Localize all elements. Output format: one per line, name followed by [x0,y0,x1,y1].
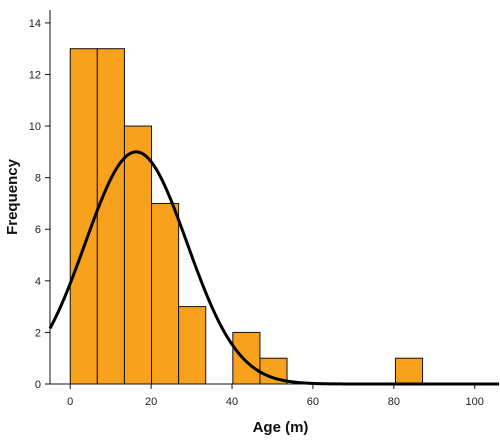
y-tick-label-6: 12 [29,69,41,81]
y-tick-label-1: 2 [35,327,41,339]
histogram-bar-5 [232,331,261,385]
histogram-bar-1 [96,48,125,385]
y-tick-label-7: 14 [29,18,41,30]
histogram-bar-0 [69,48,98,385]
y-tick-label-0: 0 [35,379,41,391]
histogram-bar-4 [178,306,207,385]
histogram-bar-2 [123,125,153,385]
y-axis-ticks: 0 2 4 6 8 10 12 14 [29,18,50,391]
y-tick-label-5: 10 [29,121,41,133]
x-tick-label-3: 60 [307,396,319,408]
y-tick-label-4: 8 [35,173,41,185]
y-tick-label-3: 6 [35,224,41,236]
x-tick-label-5: 100 [466,396,484,408]
histogram-bar-7 [394,357,424,385]
x-tick-label-2: 40 [226,396,238,408]
normal-curve [48,150,499,386]
x-tick-label-0: 0 [67,396,73,408]
x-axis-title: Age (m) [253,419,309,436]
histogram-bar-3 [151,202,180,385]
x-axis-ticks: 0 20 40 60 80 100 [67,384,484,408]
histogram-bars [69,48,424,385]
x-tick-label-4: 80 [388,396,400,408]
x-tick-label-1: 20 [145,396,157,408]
y-tick-label-2: 4 [35,276,41,288]
y-axis-title: Frequency [4,158,21,235]
